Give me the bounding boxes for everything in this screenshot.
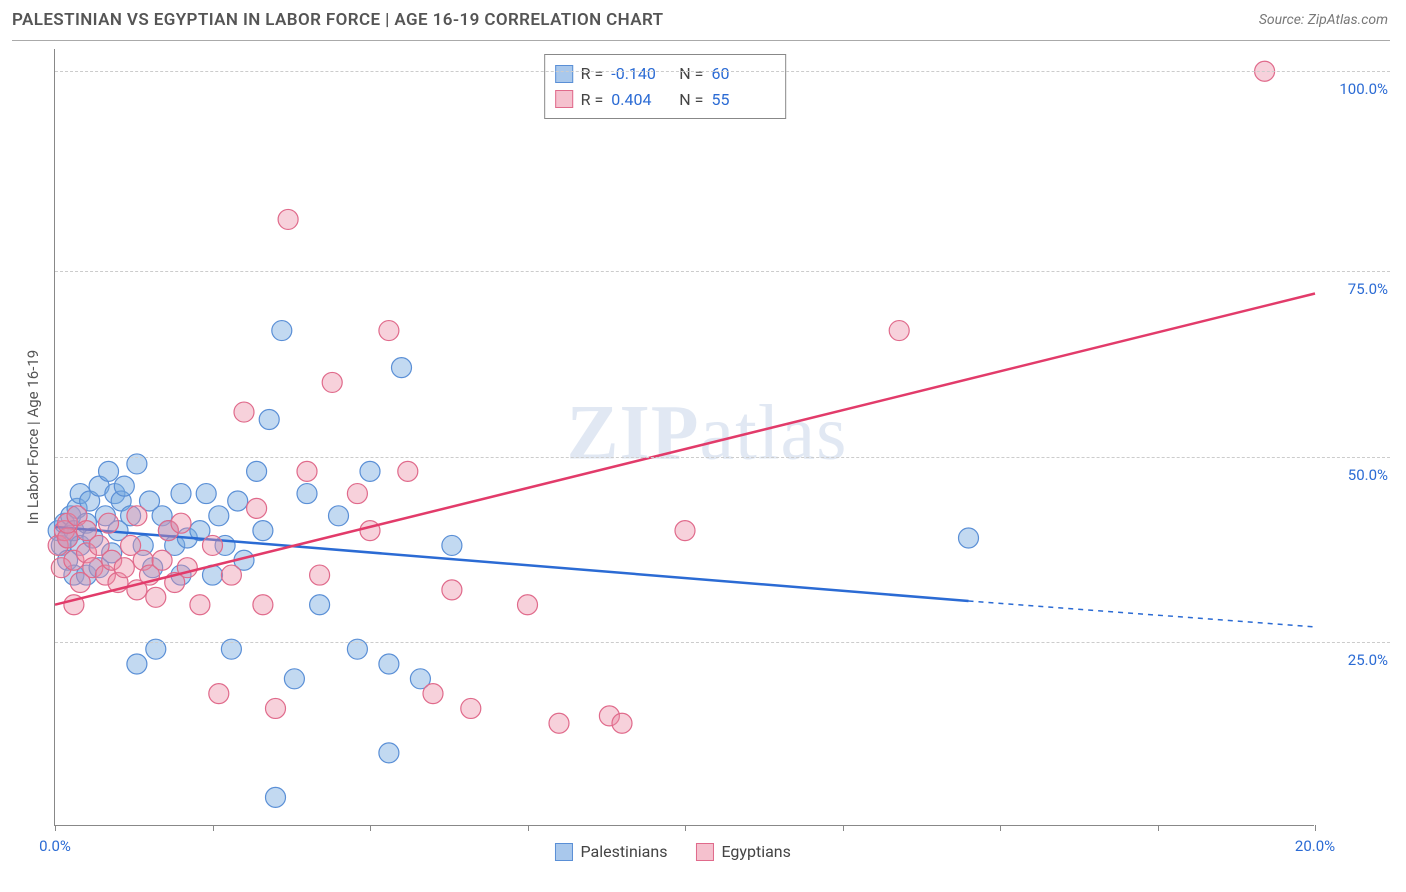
legend-label: Egyptians [721,842,790,861]
n-label: N = [679,87,703,113]
r-label: R = [581,87,604,113]
x-tick [1315,825,1316,831]
data-point [99,513,119,533]
data-point [379,321,399,341]
x-tick [685,825,686,831]
data-point [442,580,462,600]
data-point [889,321,909,341]
data-point [518,595,538,615]
data-point [347,484,367,504]
legend-swatch [555,90,573,108]
data-point [379,654,399,674]
grid-line [55,71,1390,72]
y-tick-label: 50.0% [1318,466,1388,484]
x-tick [528,825,529,831]
y-axis-label: In Labor Force | Age 16-19 [24,350,42,524]
x-tick [213,825,214,831]
data-point [146,587,166,607]
data-point [221,565,241,585]
data-point [190,595,210,615]
scatter-svg [55,49,1314,825]
x-tick [370,825,371,831]
correlation-chart: In Labor Force | Age 16-19 ZIPatlas R =-… [12,40,1390,868]
grid-line [55,271,1390,272]
legend-item: Palestinians [554,842,667,861]
plot-area: In Labor Force | Age 16-19 ZIPatlas R =-… [54,49,1314,826]
data-point [360,521,380,541]
legend-item: Egyptians [695,842,790,861]
legend: Palestinians Egyptians [554,842,790,861]
data-point [203,535,223,555]
r-value: 0.404 [611,87,671,113]
data-point [297,484,317,504]
data-point [392,358,412,378]
stats-row: R = -0.140 N = 60 [555,61,772,87]
legend-swatch [554,843,572,861]
n-value: 55 [711,87,771,113]
data-point [196,484,216,504]
data-point [272,321,292,341]
data-point [247,461,267,481]
data-point [266,787,286,807]
n-value: 60 [711,61,771,87]
data-point [612,713,632,733]
data-point [442,535,462,555]
data-point [228,491,248,511]
y-tick-label: 75.0% [1318,280,1388,298]
n-label: N = [679,61,703,87]
stats-box: R = -0.140 N = 60 R = 0.404 N = 55 [544,54,787,119]
data-point [360,461,380,481]
data-point [322,372,342,392]
data-point [310,595,330,615]
legend-swatch [555,65,573,83]
chart-title: PALESTINIAN VS EGYPTIAN IN LABOR FORCE |… [12,10,664,30]
x-tick [1158,825,1159,831]
data-point [127,506,147,526]
data-point [209,684,229,704]
data-point [959,528,979,548]
data-point [114,558,134,578]
stats-row: R = 0.404 N = 55 [555,87,772,113]
data-point [171,513,191,533]
data-point [114,476,134,496]
data-point [152,550,172,570]
data-point [171,484,191,504]
data-point [253,595,273,615]
x-tick [55,825,56,831]
grid-line [55,457,1390,458]
data-point [278,209,298,229]
y-tick-label: 100.0% [1318,80,1388,98]
data-point [398,461,418,481]
data-point [209,506,229,526]
data-point [423,684,443,704]
data-point [247,498,267,518]
data-point [127,654,147,674]
data-point [297,461,317,481]
data-point [284,669,304,689]
x-tick [1000,825,1001,831]
grid-line [55,642,1390,643]
trend-line-dash [969,601,1316,627]
data-point [253,521,273,541]
r-value: -0.140 [611,61,671,87]
data-point [266,698,286,718]
trend-line [55,294,1315,605]
data-point [461,698,481,718]
x-tick-label: 0.0% [39,837,71,855]
y-tick-label: 25.0% [1318,651,1388,669]
data-point [549,713,569,733]
legend-swatch [695,843,713,861]
data-point [259,409,279,429]
legend-label: Palestinians [580,842,667,861]
x-tick-label: 20.0% [1295,837,1335,855]
data-point [379,743,399,763]
data-point [99,461,119,481]
x-tick [843,825,844,831]
data-point [234,402,254,422]
data-point [675,521,695,541]
data-point [329,506,349,526]
source-label: Source: ZipAtlas.com [1259,12,1388,28]
r-label: R = [581,61,604,87]
data-point [310,565,330,585]
